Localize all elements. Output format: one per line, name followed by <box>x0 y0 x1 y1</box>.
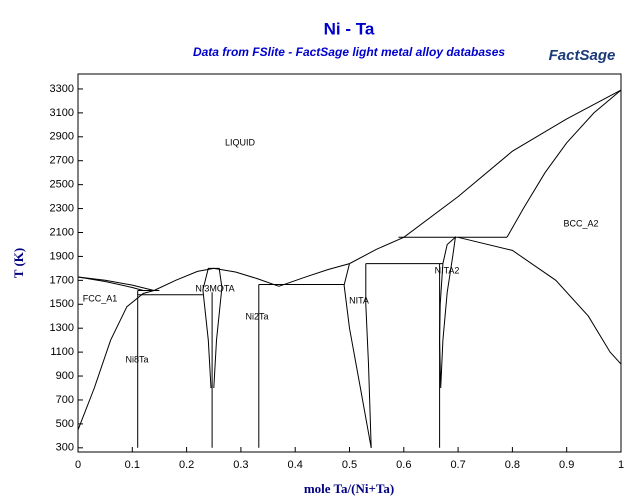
phase-label: Ni8Ta <box>125 354 148 364</box>
phase-label: LIQUID <box>225 137 256 147</box>
phase-boundary <box>343 263 372 448</box>
y-tick-label: 1300 <box>50 322 74 334</box>
phase-boundary <box>202 267 214 389</box>
y-tick-label: 3300 <box>50 83 74 95</box>
plot-frame <box>77 73 622 453</box>
phase-boundary <box>439 236 457 389</box>
chart-subtitle: Data from FSlite - FactSage light metal … <box>193 45 505 59</box>
y-tick-label: 2700 <box>50 155 74 167</box>
y-tick-label: 500 <box>56 418 74 430</box>
x-tick-label: 0.6 <box>396 459 411 471</box>
x-tick-label: 0.9 <box>559 459 574 471</box>
y-tick-label: 2900 <box>50 131 74 143</box>
phase-label: BCC_A2 <box>563 218 598 228</box>
y-tick-label: 1700 <box>50 274 74 286</box>
phase-boundary <box>365 263 372 448</box>
y-tick-label: 2100 <box>50 226 74 238</box>
x-tick-label: 0.4 <box>288 459 303 471</box>
y-axis-label: T (K) <box>11 248 26 278</box>
y-tick-label: 1500 <box>50 298 74 310</box>
x-tick-label: 0.7 <box>450 459 465 471</box>
phase-label: FCC_A1 <box>83 293 118 303</box>
x-tick-label: 0.8 <box>505 459 520 471</box>
phase-boundary <box>457 236 622 365</box>
phase-boundary <box>77 290 155 431</box>
y-tick-label: 3100 <box>50 107 74 119</box>
phase-boundary <box>278 89 622 287</box>
phase-label: NITA <box>349 295 369 305</box>
x-tick-label: 1 <box>618 459 624 471</box>
phase-label: NITA2 <box>435 265 460 275</box>
y-tick-label: 700 <box>56 394 74 406</box>
x-tick-label: 0.3 <box>233 459 248 471</box>
y-tick-label: 2300 <box>50 202 74 214</box>
y-tick-label: 2500 <box>50 179 74 191</box>
y-tick-label: 1100 <box>50 346 74 358</box>
phase-boundary <box>213 267 223 389</box>
phase-boundary <box>77 276 155 291</box>
phase-boundary <box>77 276 144 291</box>
x-tick-label: 0.1 <box>125 459 140 471</box>
phase-label: NI3MOTA <box>195 283 234 293</box>
phase-boundary <box>506 89 622 238</box>
chart-title: Ni - Ta <box>324 19 375 38</box>
x-tick-label: 0 <box>75 459 81 471</box>
x-axis-label: mole Ta/(Ni+Ta) <box>304 481 394 496</box>
phase-label: Ni2Ta <box>245 311 268 321</box>
x-tick-label: 0.2 <box>179 459 194 471</box>
y-tick-label: 900 <box>56 370 74 382</box>
logo: FactSage <box>549 47 616 64</box>
y-tick-label: 300 <box>56 442 74 454</box>
y-tick-label: 1900 <box>50 250 74 262</box>
x-tick-label: 0.5 <box>342 459 357 471</box>
